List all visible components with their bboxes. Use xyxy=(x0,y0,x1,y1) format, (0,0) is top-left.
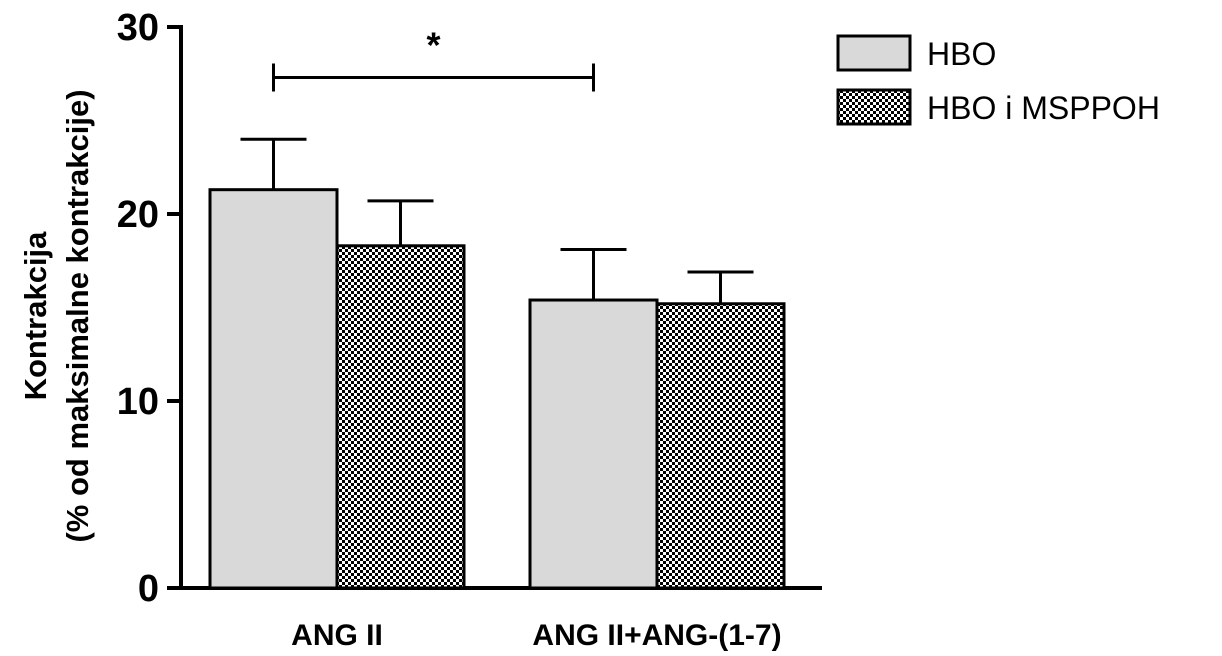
bars xyxy=(208,188,786,590)
x-category-labels: ANG II ANG II+ANG-(1-7) xyxy=(291,619,781,652)
x-category-label: ANG II+ANG-(1-7) xyxy=(532,619,781,652)
bar-hbo-i-msppoh-0 xyxy=(335,244,466,590)
legend-label: HBO i MSPPOH xyxy=(927,90,1160,126)
y-axis-title: Kontrakcija (% od maksimalne kontrakcije… xyxy=(18,89,95,542)
bar-hbo-i-msppoh-1 xyxy=(655,302,786,590)
y-tick-label: 0 xyxy=(138,568,159,610)
legend-swatch xyxy=(836,88,912,126)
bar-hbo-1 xyxy=(528,298,659,590)
y-ticks: 0 10 20 30 xyxy=(117,7,181,610)
legend-label: HBO xyxy=(927,36,996,72)
legend-swatch xyxy=(836,34,912,72)
y-tick-label: 30 xyxy=(117,7,159,49)
x-category-label: ANG II xyxy=(291,619,383,652)
y-axis-title-line1: Kontrakcija xyxy=(18,231,53,401)
legend: HBO HBO i MSPPOH xyxy=(836,34,1160,126)
significance-label: * xyxy=(426,24,440,65)
bar-hbo-0 xyxy=(208,188,339,590)
significance-bracket: * xyxy=(272,24,595,92)
error-bars xyxy=(240,137,754,304)
y-tick-label: 20 xyxy=(117,194,159,236)
y-tick-label: 10 xyxy=(117,381,159,423)
y-axis-title-line2: (% od maksimalne kontrakcije) xyxy=(60,89,95,542)
